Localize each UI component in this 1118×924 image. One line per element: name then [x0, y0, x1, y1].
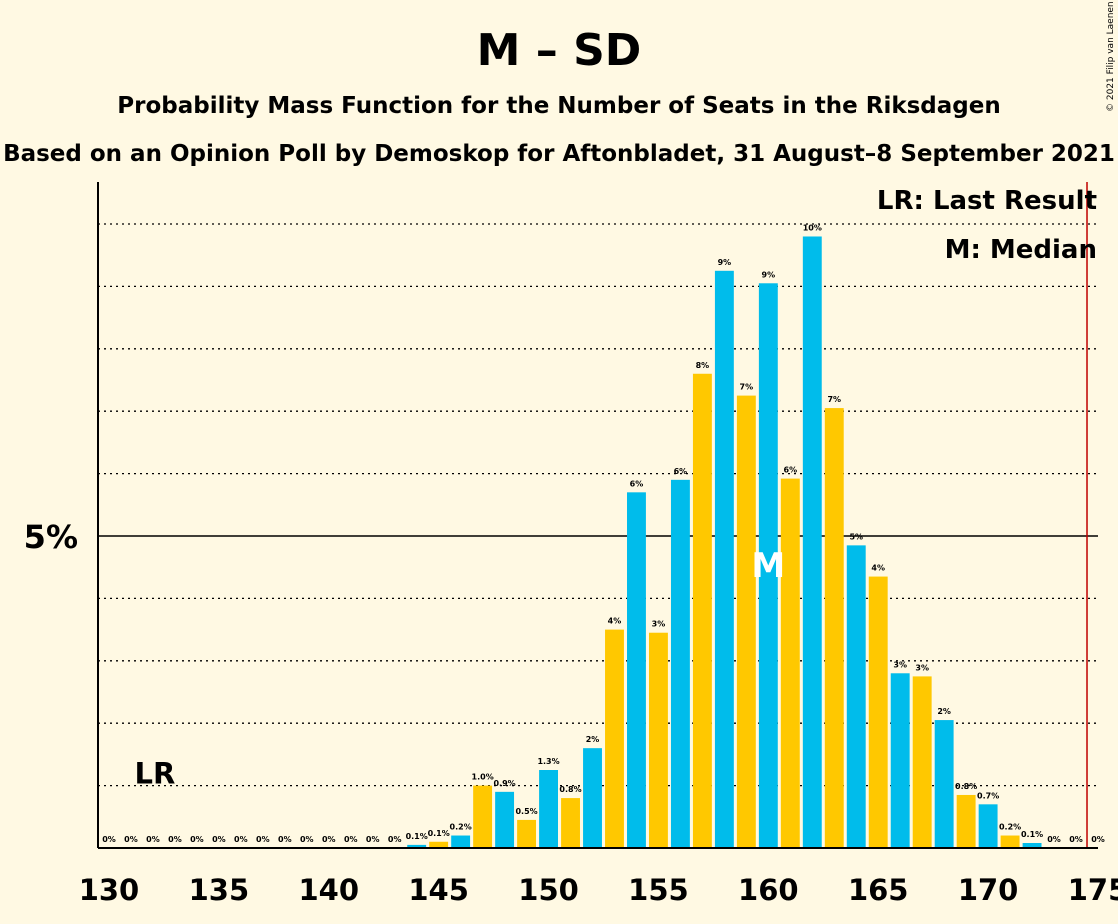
bars: [407, 236, 1042, 849]
chart-subtitle-source: Based on an Opinion Poll by Demoskop for…: [3, 141, 1115, 167]
data-label-154: 6%: [630, 479, 644, 488]
bar-149: [517, 819, 537, 848]
data-label-150: 1.3%: [537, 757, 559, 766]
last-result-marker: LR: [135, 757, 176, 791]
bar-157: [692, 373, 712, 848]
bar-168: [934, 720, 954, 848]
data-label-173: 0%: [1047, 835, 1061, 844]
data-label-162: 10%: [803, 223, 822, 232]
x-tick-label-140: 140: [298, 873, 359, 907]
data-label-169: 0.8%: [955, 782, 977, 791]
bar-153: [605, 629, 624, 848]
bar-154: [627, 492, 646, 848]
x-tick-label-155: 155: [628, 873, 689, 907]
x-tick-label-170: 170: [958, 873, 1019, 907]
x-tick-label-165: 165: [848, 873, 909, 907]
data-label-138: 0%: [278, 835, 292, 844]
data-label-159: 7%: [740, 383, 754, 392]
data-label-139: 0%: [300, 835, 314, 844]
bar-156: [670, 479, 690, 848]
bar-161: [780, 478, 800, 848]
data-label-132: 0%: [146, 835, 160, 844]
data-label-165: 4%: [871, 564, 885, 573]
data-label-170: 0.7%: [977, 791, 999, 800]
x-tick-label-145: 145: [408, 873, 469, 907]
data-label-148: 0.9%: [493, 779, 515, 788]
data-label-131: 0%: [124, 835, 138, 844]
data-label-172: 0.1%: [1021, 830, 1043, 839]
data-label-147: 1.0%: [472, 773, 494, 782]
bar-165: [868, 576, 888, 848]
gridlines: [98, 223, 1098, 787]
bar-164: [846, 545, 866, 848]
bar-159: [736, 395, 756, 848]
data-label-140: 0%: [322, 835, 336, 844]
data-label-168: 2%: [937, 707, 951, 716]
data-label-146: 0.2%: [450, 823, 472, 832]
data-label-133: 0%: [168, 835, 182, 844]
data-label-175: 0%: [1091, 835, 1105, 844]
data-labels: 0% 0% 0% 0% 0% 0% 0% 0% 0% 0% 0% 0% 0% 0% 0.1% 0.1%0.2%…: [102, 223, 1105, 844]
bar-145: [429, 841, 449, 848]
data-label-151: 0.8%: [559, 785, 581, 794]
bar-150: [539, 770, 558, 848]
data-label-134: 0%: [190, 835, 204, 844]
data-label-142: 0%: [366, 835, 380, 844]
y-tick-label: 5%: [24, 518, 78, 556]
bar-163: [824, 408, 844, 848]
data-label-141: 0%: [344, 835, 358, 844]
bar-171: [1000, 835, 1020, 848]
legend-median: M: Median: [945, 235, 1097, 265]
data-label-157: 8%: [696, 361, 710, 370]
data-label-155: 3%: [652, 620, 666, 629]
bar-158: [714, 270, 734, 848]
x-tick-label-150: 150: [518, 873, 579, 907]
bar-155: [648, 632, 668, 848]
axes: 130 135 140 145 150 155 160 165 170 175 5%: [24, 182, 1118, 907]
median-marker: M: [751, 546, 785, 586]
data-label-158: 9%: [718, 258, 732, 267]
bar-169: [956, 794, 976, 848]
bar-166: [890, 673, 910, 848]
x-tick-label-160: 160: [738, 873, 799, 907]
bar-160: [758, 283, 778, 848]
data-label-135: 0%: [212, 835, 226, 844]
data-label-167: 3%: [915, 663, 929, 672]
data-label-145: 0.1%: [428, 829, 450, 838]
bar-172: [1022, 843, 1042, 848]
x-tick-label-135: 135: [189, 873, 250, 907]
data-label-153: 4%: [608, 617, 622, 626]
data-label-171: 0.2%: [999, 823, 1021, 832]
bar-144: [407, 844, 427, 848]
data-label-174: 0%: [1069, 835, 1083, 844]
bar-146: [451, 835, 471, 848]
x-tick-label-175: 175: [1068, 873, 1118, 907]
data-label-164: 5%: [849, 532, 863, 541]
bar-152: [583, 748, 602, 848]
bar-147: [473, 785, 493, 848]
copyright-text: © 2021 Filip van Laenen: [1106, 1, 1116, 112]
bar-170: [978, 804, 998, 848]
chart-title: M – SD: [477, 25, 642, 76]
bar-167: [912, 676, 932, 848]
data-label-152: 2%: [586, 735, 600, 744]
data-label-130: 0%: [102, 835, 116, 844]
legend-last-result: LR: Last Result: [877, 186, 1097, 216]
data-label-161: 6%: [784, 466, 798, 475]
bar-148: [495, 791, 515, 848]
data-label-160: 9%: [762, 270, 776, 279]
bar-162: [802, 236, 822, 849]
data-label-163: 7%: [827, 395, 841, 404]
data-label-136: 0%: [234, 835, 248, 844]
data-label-143: 0%: [388, 835, 402, 844]
chart-subtitle: Probability Mass Function for the Number…: [117, 93, 1000, 119]
data-label-144: 0.1%: [406, 832, 428, 841]
data-label-166: 3%: [893, 660, 907, 669]
x-tick-label-130: 130: [79, 873, 140, 907]
data-label-137: 0%: [256, 835, 270, 844]
bar-151: [561, 798, 580, 848]
data-label-156: 6%: [674, 467, 688, 476]
data-label-149: 0.5%: [515, 807, 537, 816]
